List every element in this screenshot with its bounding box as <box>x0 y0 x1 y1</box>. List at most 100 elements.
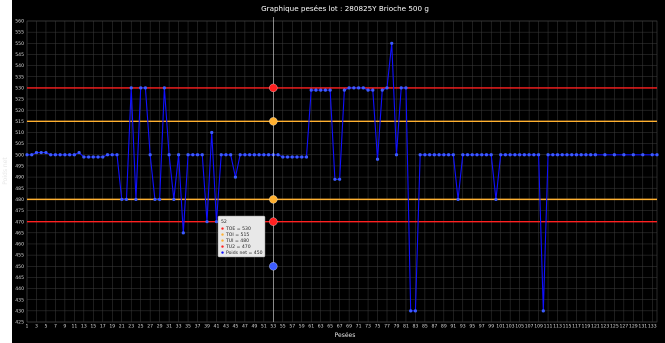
series-point <box>394 153 399 157</box>
series-point <box>295 155 299 159</box>
x-tick-label: 73 <box>365 324 371 330</box>
series-point <box>191 153 195 157</box>
y-tick-label: 460 <box>15 242 24 248</box>
cursor-layer[interactable] <box>269 17 278 322</box>
x-tick-label: 37 <box>195 324 201 330</box>
series-point <box>361 86 365 90</box>
series-point <box>44 150 48 155</box>
cursor-marker-poids-net <box>269 262 278 271</box>
y-tick-label: 465 <box>15 230 24 236</box>
tooltip-line: TU2 = 470 <box>225 244 251 250</box>
series-point <box>347 86 351 90</box>
series-point <box>375 157 380 161</box>
series-point <box>158 197 162 201</box>
series-point <box>584 153 588 157</box>
x-tick-label: 3 <box>35 324 38 330</box>
x-tick-label: 109 <box>534 324 543 330</box>
series-point <box>631 153 635 157</box>
cursor-marker-tu2 <box>269 217 278 226</box>
y-tick-label: 425 <box>15 320 24 326</box>
x-tick-label: 15 <box>90 324 96 330</box>
series-point <box>612 153 616 157</box>
x-tick-label: 107 <box>525 324 534 330</box>
series-point <box>532 153 536 157</box>
series-point <box>53 153 58 157</box>
series-point <box>25 153 29 157</box>
series-point <box>186 153 190 157</box>
series-point <box>503 153 508 157</box>
series-point <box>252 153 256 157</box>
x-tick-label: 49 <box>251 324 257 330</box>
series-point <box>115 153 119 157</box>
tooltip-line: TUI = 480 <box>225 238 249 244</box>
series-point <box>314 88 318 92</box>
series-point <box>110 153 114 157</box>
y-tick-label: 480 <box>15 197 24 203</box>
series-point <box>262 153 266 157</box>
x-tick-label: 39 <box>204 324 210 330</box>
x-tick-label: 59 <box>299 324 305 330</box>
series-point <box>276 153 280 157</box>
series-point <box>371 88 375 92</box>
y-tick-label: 550 <box>15 41 24 47</box>
y-tick-label: 470 <box>15 219 24 225</box>
chart-title: Graphique pesées lot : 280825Y Brioche 5… <box>261 4 429 13</box>
x-tick-label: 1 <box>26 324 29 330</box>
series-point <box>456 197 460 201</box>
series-point <box>423 153 427 157</box>
series-point <box>428 153 432 157</box>
series-point <box>366 88 370 92</box>
series-point <box>120 197 124 201</box>
x-tick-label: 53 <box>270 324 276 330</box>
series-point <box>380 88 384 92</box>
series-point <box>499 153 503 157</box>
y-tick-label: 440 <box>15 286 24 292</box>
series-point <box>536 153 541 157</box>
series-point <box>570 153 574 157</box>
x-tick-label: 45 <box>232 324 238 330</box>
series-point <box>214 220 219 224</box>
series-point <box>555 153 560 157</box>
series-point <box>49 153 53 157</box>
x-tick-label: 127 <box>619 324 628 330</box>
chart-background <box>12 0 665 343</box>
series-point <box>489 153 493 157</box>
x-tick-label: 125 <box>610 324 619 330</box>
series-point <box>342 88 346 92</box>
series-point <box>622 153 626 157</box>
series-point <box>243 153 247 157</box>
series-point <box>385 86 389 90</box>
x-tick-label: 81 <box>403 324 409 330</box>
x-tick-label: 131 <box>638 324 647 330</box>
tooltip-box <box>217 215 266 258</box>
series-point <box>167 153 171 157</box>
x-tick-label: 41 <box>214 324 220 330</box>
y-tick-label: 475 <box>15 208 24 214</box>
series-point <box>352 86 356 90</box>
series-point <box>148 153 152 157</box>
series-point <box>650 153 654 157</box>
x-tick-label: 51 <box>261 324 267 330</box>
series-point <box>195 153 200 157</box>
y-tick-label: 530 <box>15 85 24 91</box>
x-tick-label: 25 <box>138 324 144 330</box>
x-tick-label: 115 <box>563 324 572 330</box>
x-axis-title: Pesées <box>335 332 356 339</box>
y-tick-label: 435 <box>15 297 24 303</box>
series-point <box>176 153 181 157</box>
y-tick-label: 535 <box>15 74 24 80</box>
x-tick-label: 133 <box>648 324 657 330</box>
x-tick-label: 19 <box>109 324 115 330</box>
series-point <box>356 86 361 90</box>
x-tick-label: 97 <box>479 324 485 330</box>
series-point <box>63 153 67 157</box>
series-point <box>134 197 138 201</box>
series-point <box>494 197 498 201</box>
y-tick-label: 505 <box>15 141 24 147</box>
tooltip-dot <box>221 239 224 242</box>
series-point <box>124 197 129 201</box>
y-tick-label: 540 <box>15 63 24 69</box>
x-tick-label: 9 <box>63 324 66 330</box>
